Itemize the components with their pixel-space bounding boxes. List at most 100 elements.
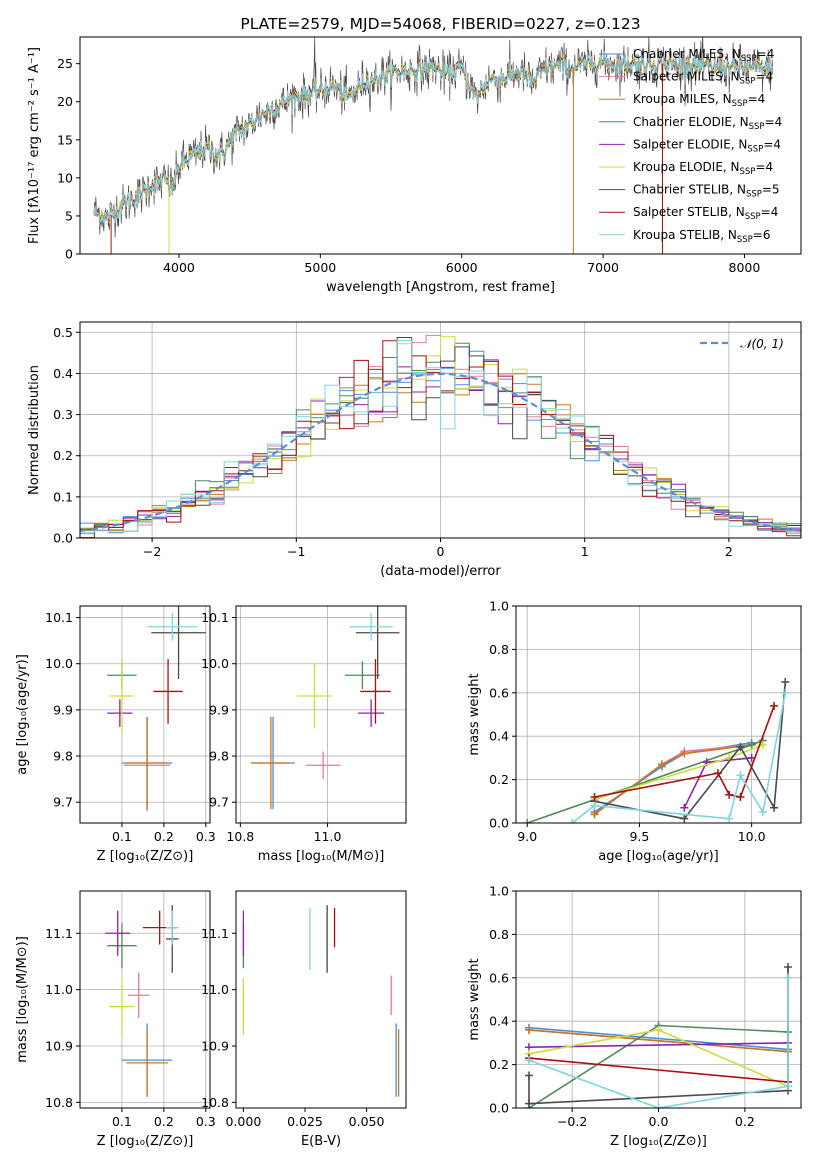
weight-line-kroupa-elodie (594, 744, 764, 800)
y-tick-label: 11.1 (201, 926, 229, 941)
y-tick-label: 0.3 (53, 407, 73, 422)
errorbar-kroupa-stelib (349, 612, 393, 641)
weight-marker (590, 792, 599, 801)
plot-area-residuals (80, 322, 801, 538)
weight-line-kroupa-stelib (571, 692, 787, 823)
weight-line-salpeter-stelib (528, 1057, 789, 1083)
legend-entry: Chabrier ELODIE, NSSP=4 (633, 115, 782, 132)
weight-marker (680, 749, 689, 758)
errorbar-salpeter-stelib (153, 659, 183, 724)
plot-area-spectrum (93, 37, 774, 254)
weight-marker (590, 801, 599, 810)
x-axis-label: E(B-V) (301, 1134, 341, 1149)
weight-line-chabrier-miles (528, 1026, 789, 1051)
x-tick-label: 0.2 (154, 1114, 174, 1129)
weight-marker (524, 1056, 533, 1065)
plot-area-age-vs-mass (236, 606, 406, 823)
y-tick-label: 0.0 (489, 816, 509, 831)
axes-frame (79, 605, 211, 824)
y-tick-label: 10.0 (201, 656, 229, 671)
y-tick-label: 10.8 (201, 1095, 229, 1110)
axes-frame (235, 605, 407, 824)
y-tick-label: 1.0 (489, 599, 509, 614)
weight-marker (657, 760, 666, 769)
x-tick-label: 0.025 (287, 1114, 323, 1129)
x-tick-label: 0.000 (225, 1114, 261, 1129)
y-tick-label: 11.1 (45, 926, 73, 941)
weight-marker (713, 769, 722, 778)
y-tick-label: 9.9 (209, 702, 229, 717)
x-tick-label: 4000 (163, 260, 195, 275)
x-tick-label: 1 (581, 544, 589, 559)
y-tick-label: 0.6 (489, 685, 509, 700)
y-tick-label: 0.2 (489, 1057, 509, 1072)
axes-frame (515, 890, 802, 1109)
x-axis-label: (data-model)/error (380, 564, 501, 579)
y-tick-label: 0.4 (489, 1014, 509, 1029)
weight-marker (524, 1099, 533, 1108)
x-axis-label: age [log₁₀(age/yr)] (598, 849, 719, 864)
errorbar-chabrier-elodie (107, 923, 137, 969)
chart-title: PLATE=2579, MJD=54068, FIBERID=0227, z=0… (240, 15, 640, 33)
panel-age-vs-Z: 0.1 0.2 0.3 9.7 9.8 9.9 10.0 10.1 Z [log₁₀(Z/Z⊙)… (15, 605, 216, 864)
x-tick-label: 0 (437, 544, 445, 559)
y-tick-label: 25 (57, 56, 73, 71)
x-tick-label: −0.2 (557, 1114, 587, 1129)
panel-mass-weight-vs-age: 9.0 9.5 10.0 0.0 0.2 0.4 0.6 0.8 1.0 age [log₁₀(a… (467, 599, 802, 864)
x-tick-label: 11.0 (314, 829, 342, 844)
y-tick-label: 0 (65, 247, 73, 262)
weight-marker (781, 677, 790, 686)
legend-entry: Kroupa ELODIE, NSSP=4 (633, 160, 773, 177)
plot-area-mass-vs-Z (80, 891, 210, 1108)
x-tick-label: 7000 (587, 260, 619, 275)
panel-mass-vs-Z: 0.1 0.2 0.3 10.8 10.9 11.0 11.1 Z [log₁₀(Z/Z⊙)]… (15, 890, 216, 1149)
x-tick-label: 9.5 (629, 829, 649, 844)
y-tick-label: 0.2 (489, 772, 509, 787)
y-tick-label: 0.0 (53, 531, 73, 546)
axes-frame (79, 321, 802, 539)
legend-entry: Salpeter STELIB, NSSP=4 (633, 205, 778, 222)
errorbar-chabrier-stelib (355, 606, 400, 679)
legend-entry: Kroupa MILES, NSSP=4 (633, 92, 765, 109)
x-tick-label: 0.3 (196, 1114, 216, 1129)
y-tick-label: 9.8 (209, 749, 229, 764)
y-tick-label: 9.7 (209, 795, 229, 810)
y-tick-label: 10.9 (201, 1039, 229, 1054)
x-tick-label: 8000 (729, 260, 761, 275)
y-tick-label: 10.1 (45, 610, 73, 625)
x-tick-label: 0.1 (112, 1114, 132, 1129)
weight-marker (590, 810, 599, 819)
panel-mass-vs-ebv: 0.000 0.025 0.050 10.8 10.9 11.0 11.1 E(B-V) (201, 890, 407, 1149)
errorbar-kroupa-miles (251, 716, 291, 810)
weight-marker (736, 792, 745, 801)
weight-marker (523, 819, 532, 823)
errorbar-chabrier-stelib (151, 606, 206, 679)
y-tick-label: 9.8 (53, 749, 73, 764)
x-tick-label: 5000 (304, 260, 336, 275)
y-tick-label: 0.8 (489, 927, 509, 942)
weight-marker (758, 808, 767, 817)
axes-frame (79, 890, 211, 1109)
y-axis-label: Flux [fλ10⁻¹⁷ erg cm⁻² s⁻¹ A⁻¹] (27, 47, 42, 244)
axes-frame (235, 890, 407, 1109)
x-tick-label: 0.2 (735, 1114, 755, 1129)
errorbar-salpeter-elodie (105, 910, 131, 956)
y-tick-label: 11.0 (45, 982, 73, 997)
weight-marker (736, 771, 745, 780)
plot-area-age-vs-Z (80, 606, 210, 823)
weight-marker (781, 688, 790, 697)
weight-marker (654, 1104, 663, 1108)
x-tick-label: 6000 (446, 260, 478, 275)
errorbar-kroupa-miles (126, 1029, 169, 1097)
x-axis-label: Z [log₁₀(Z/Z⊙)] (97, 849, 194, 864)
x-tick-label: 9.0 (517, 829, 537, 844)
x-axis-label: wavelength [Angstrom, rest frame] (326, 280, 555, 295)
legend-entry: Chabrier MILES, NSSP=4 (633, 47, 774, 64)
y-tick-label: 10 (57, 170, 73, 185)
errorbar-kroupa-stelib (147, 612, 198, 641)
y-tick-label: 0.2 (53, 448, 73, 463)
errorbar-kroupa-stelib (165, 910, 179, 945)
x-tick-label: 10.0 (738, 829, 766, 844)
weight-marker (747, 740, 756, 749)
